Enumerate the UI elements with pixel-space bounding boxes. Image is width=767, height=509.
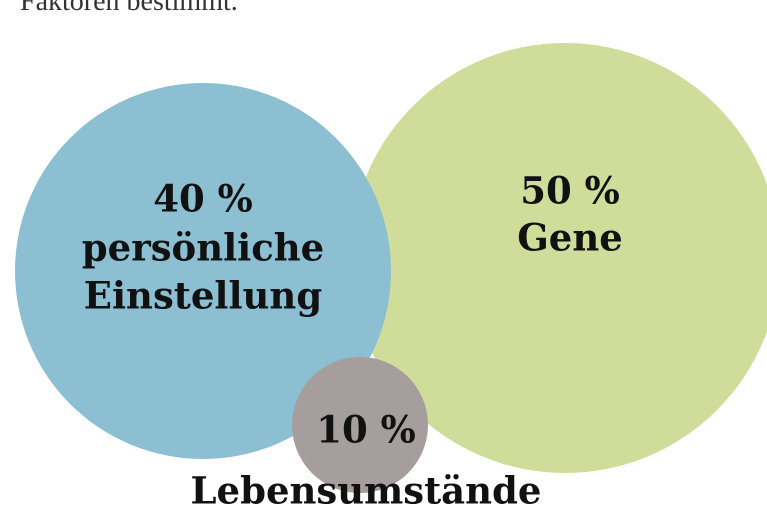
- node-label: Gene: [517, 216, 623, 260]
- gene-circle: [350, 43, 767, 473]
- node-value: 10 %: [316, 408, 416, 452]
- attitude-circle: [15, 83, 391, 459]
- circumstances-circle: [292, 357, 428, 493]
- node-label: persönliche: [82, 226, 324, 270]
- node-label: Einstellung: [84, 274, 322, 318]
- intro-text: Faktoren bestimmt.: [20, 0, 238, 17]
- node-value: 50 %: [520, 169, 620, 213]
- node-label: Lebensumstände: [191, 469, 542, 509]
- node-value: 40 %: [153, 177, 253, 221]
